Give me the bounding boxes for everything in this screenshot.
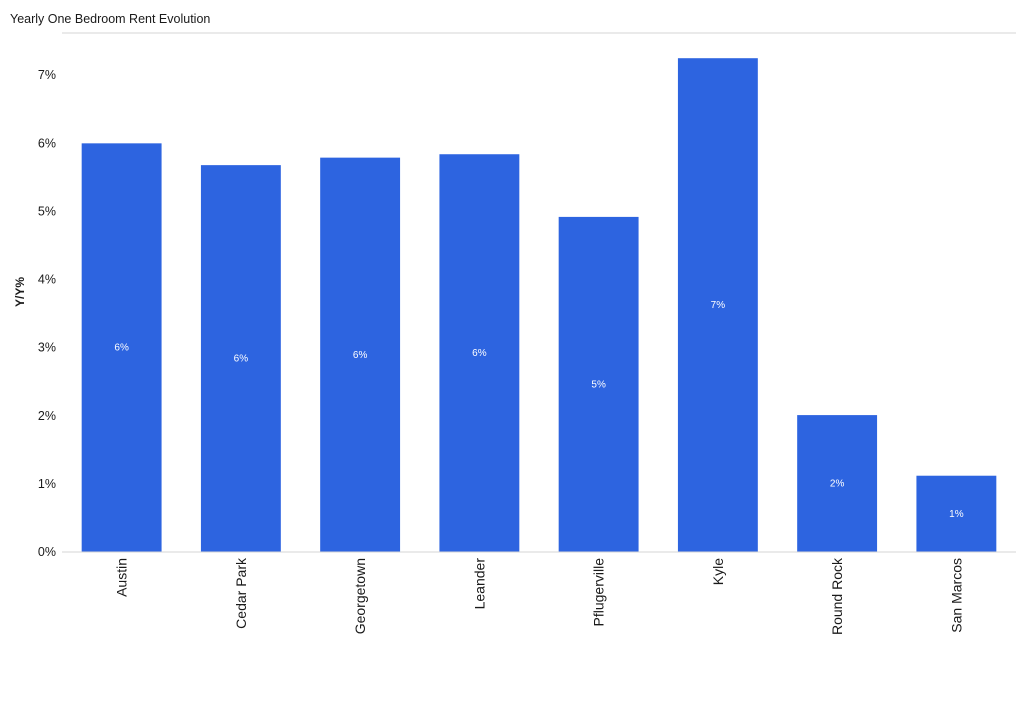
bar[interactable] bbox=[200, 165, 281, 553]
bar[interactable] bbox=[439, 154, 520, 553]
bar[interactable] bbox=[81, 143, 162, 553]
y-tick-label: 7% bbox=[38, 68, 56, 82]
x-tick-label: Kyle bbox=[710, 558, 726, 585]
bar-data-label: 6% bbox=[234, 354, 249, 365]
x-tick-label: Pflugerville bbox=[591, 558, 607, 627]
x-tick-label: San Marcos bbox=[948, 558, 964, 633]
y-tick-label: 1% bbox=[38, 477, 56, 491]
bar-data-label: 6% bbox=[472, 348, 487, 359]
x-tick-label: Georgetown bbox=[352, 558, 368, 634]
chart-title: Yearly One Bedroom Rent Evolution bbox=[10, 12, 211, 26]
y-tick-label: 3% bbox=[38, 341, 56, 355]
x-tick-label: Round Rock bbox=[829, 557, 845, 635]
data-labels-group: 6% 6% 6% 6% 5% 7% 2% 1% bbox=[114, 300, 963, 520]
x-tick-label: Leander bbox=[471, 558, 487, 610]
x-tick-label: Austin bbox=[114, 558, 130, 597]
y-tick-label: 5% bbox=[38, 204, 56, 218]
y-tick-label: 0% bbox=[38, 545, 56, 559]
bar-data-label: 6% bbox=[353, 350, 368, 361]
bar-data-label: 1% bbox=[949, 509, 964, 520]
y-tick-label: 2% bbox=[38, 409, 56, 423]
x-tick-label: Cedar Park bbox=[233, 557, 249, 629]
y-tick-label: 4% bbox=[38, 273, 56, 287]
y-tick-label: 6% bbox=[38, 136, 56, 150]
x-axis: Austin Cedar Park Georgetown Leander Pfluger… bbox=[114, 557, 965, 635]
bar-data-label: 6% bbox=[114, 343, 129, 354]
bar[interactable] bbox=[797, 415, 878, 552]
bar[interactable] bbox=[320, 157, 401, 553]
y-axis-label: Y/Y% bbox=[13, 277, 27, 307]
bars-group bbox=[81, 58, 997, 553]
bar-data-label: 7% bbox=[711, 300, 726, 311]
bar[interactable] bbox=[677, 58, 758, 553]
bar[interactable] bbox=[916, 475, 997, 552]
bar-data-label: 5% bbox=[591, 379, 606, 390]
bar[interactable] bbox=[558, 216, 639, 552]
bar-data-label: 2% bbox=[830, 479, 845, 490]
y-axis: 0% 1% 2% 3% 4% 5% 6% 7% bbox=[38, 68, 56, 559]
